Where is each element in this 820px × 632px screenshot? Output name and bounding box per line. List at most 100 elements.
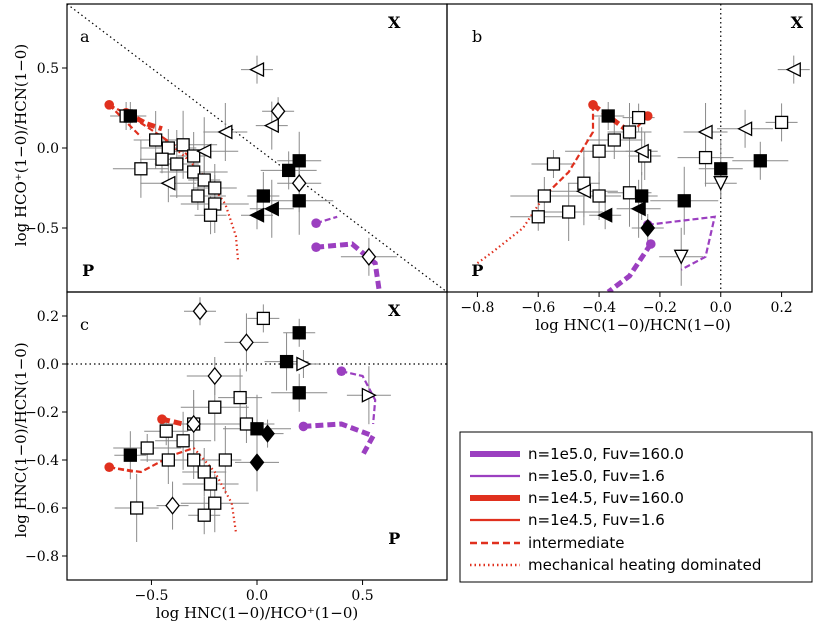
data-point: [149, 133, 163, 147]
y-tick-label: 0.2: [37, 309, 59, 325]
legend-label: mechanical heating dominated: [528, 556, 761, 574]
data-point: [134, 162, 148, 176]
data-point: [292, 194, 306, 208]
plot-area: [67, 297, 447, 542]
y-tick-label: 0.5: [37, 61, 59, 77]
data-point: [208, 197, 222, 211]
panel-c-ylabel: log HNC(1−0)/HCN(1−0): [12, 342, 30, 537]
data-point: [218, 453, 232, 467]
data-point: [197, 173, 211, 187]
panel-c-xlabel: log HNC(1−0)/HCO⁺(1−0): [156, 604, 358, 622]
data-point: [635, 189, 649, 203]
panel-a: a log HCO⁺(1−0)/HCN(1−0) X P 0.5 0.0 −0.5: [12, 3, 448, 293]
data-point: [203, 477, 218, 491]
data-point: [673, 249, 689, 265]
data-point: [165, 496, 180, 515]
data-point: [208, 496, 222, 510]
data-point: [161, 141, 175, 155]
model-start-point: [645, 239, 656, 249]
data-point: [753, 154, 767, 168]
x-tick-label: 0.2: [770, 300, 792, 316]
data-point: [677, 194, 691, 208]
plot-area: [476, 4, 810, 292]
data-point: [697, 124, 713, 140]
data-point: [292, 386, 306, 400]
data-point: [592, 189, 606, 203]
data-point: [249, 207, 265, 223]
panel-b: b log HNC(1−0)/HCN(1−0) X P −0.8 −0.6 −0.4 −0…: [446, 3, 813, 334]
data-point: [256, 311, 270, 326]
data-point: [208, 181, 222, 195]
data-point: [737, 121, 753, 137]
x-tick-label: 0.0: [710, 300, 732, 316]
y-tick-label: −0.8: [25, 549, 59, 565]
data-point: [698, 150, 713, 165]
legend-entry: n=1e5.0, Fuv=1.6: [470, 467, 665, 485]
panel-a-ylabel: log HCO⁺(1−0)/HCN(1−0): [12, 44, 30, 246]
data-point: [155, 152, 169, 166]
model-start-point: [311, 218, 321, 228]
legend-label: intermediate: [528, 534, 625, 552]
x-tick-label: 0.5: [351, 588, 373, 604]
data-point: [170, 157, 184, 171]
data-point: [537, 189, 551, 203]
region-label: X: [388, 301, 401, 320]
legend-entry: n=1e4.5, Fuv=160.0: [470, 489, 684, 507]
data-point: [187, 453, 201, 467]
data-point: [203, 208, 218, 222]
model-start-point: [157, 414, 167, 425]
data-point: [176, 434, 190, 448]
data-point: [192, 302, 208, 321]
data-point: [186, 414, 201, 434]
model-track: [192, 447, 237, 533]
data-point: [249, 453, 265, 472]
data-point: [291, 174, 307, 193]
data-point: [196, 143, 212, 159]
data-point: [249, 62, 265, 78]
data-point: [233, 390, 247, 405]
data-point: [270, 102, 286, 121]
legend-entry: n=1e4.5, Fuv=1.6: [470, 511, 665, 529]
x-tick-label: −0.5: [134, 588, 168, 604]
model-start-point: [311, 242, 321, 252]
model-track: [315, 241, 382, 292]
data-point: [622, 186, 637, 200]
data-point: [207, 366, 223, 386]
model-start-point: [336, 366, 347, 377]
data-point: [292, 154, 306, 168]
data-point: [714, 162, 728, 176]
data-point: [159, 424, 173, 438]
data-point: [546, 157, 561, 171]
data-point: [531, 210, 545, 224]
region-label: P: [82, 261, 94, 280]
data-point: [197, 465, 211, 479]
data-point: [140, 441, 154, 455]
data-point: [263, 201, 279, 217]
panel-a-label: a: [80, 27, 90, 46]
model-start-point: [298, 421, 309, 432]
x-tick-label: −0.4: [582, 300, 616, 316]
data-point: [250, 422, 264, 436]
region-label: P: [388, 529, 400, 548]
legend-label: n=1e4.5, Fuv=1.6: [528, 511, 665, 529]
data-point: [575, 183, 592, 199]
data-point: [187, 149, 201, 163]
data-point: [292, 326, 306, 340]
model-track: [606, 242, 653, 292]
model-track: [303, 421, 377, 457]
data-point: [217, 124, 233, 140]
data-point: [279, 354, 294, 369]
plot-frame: [446, 3, 813, 293]
data-point: [130, 501, 144, 515]
data-point: [208, 400, 222, 414]
data-point: [256, 189, 270, 203]
legend-label: n=1e4.5, Fuv=160.0: [528, 489, 684, 507]
data-point: [640, 218, 656, 238]
legend-entry: intermediate: [470, 534, 625, 552]
data-point: [633, 143, 649, 159]
legend: n=1e5.0, Fuv=160.0 n=1e5.0, Fuv=1.6 n=1e…: [459, 431, 813, 583]
data-point: [622, 125, 637, 139]
data-point: [123, 109, 137, 123]
data-point: [562, 205, 576, 219]
